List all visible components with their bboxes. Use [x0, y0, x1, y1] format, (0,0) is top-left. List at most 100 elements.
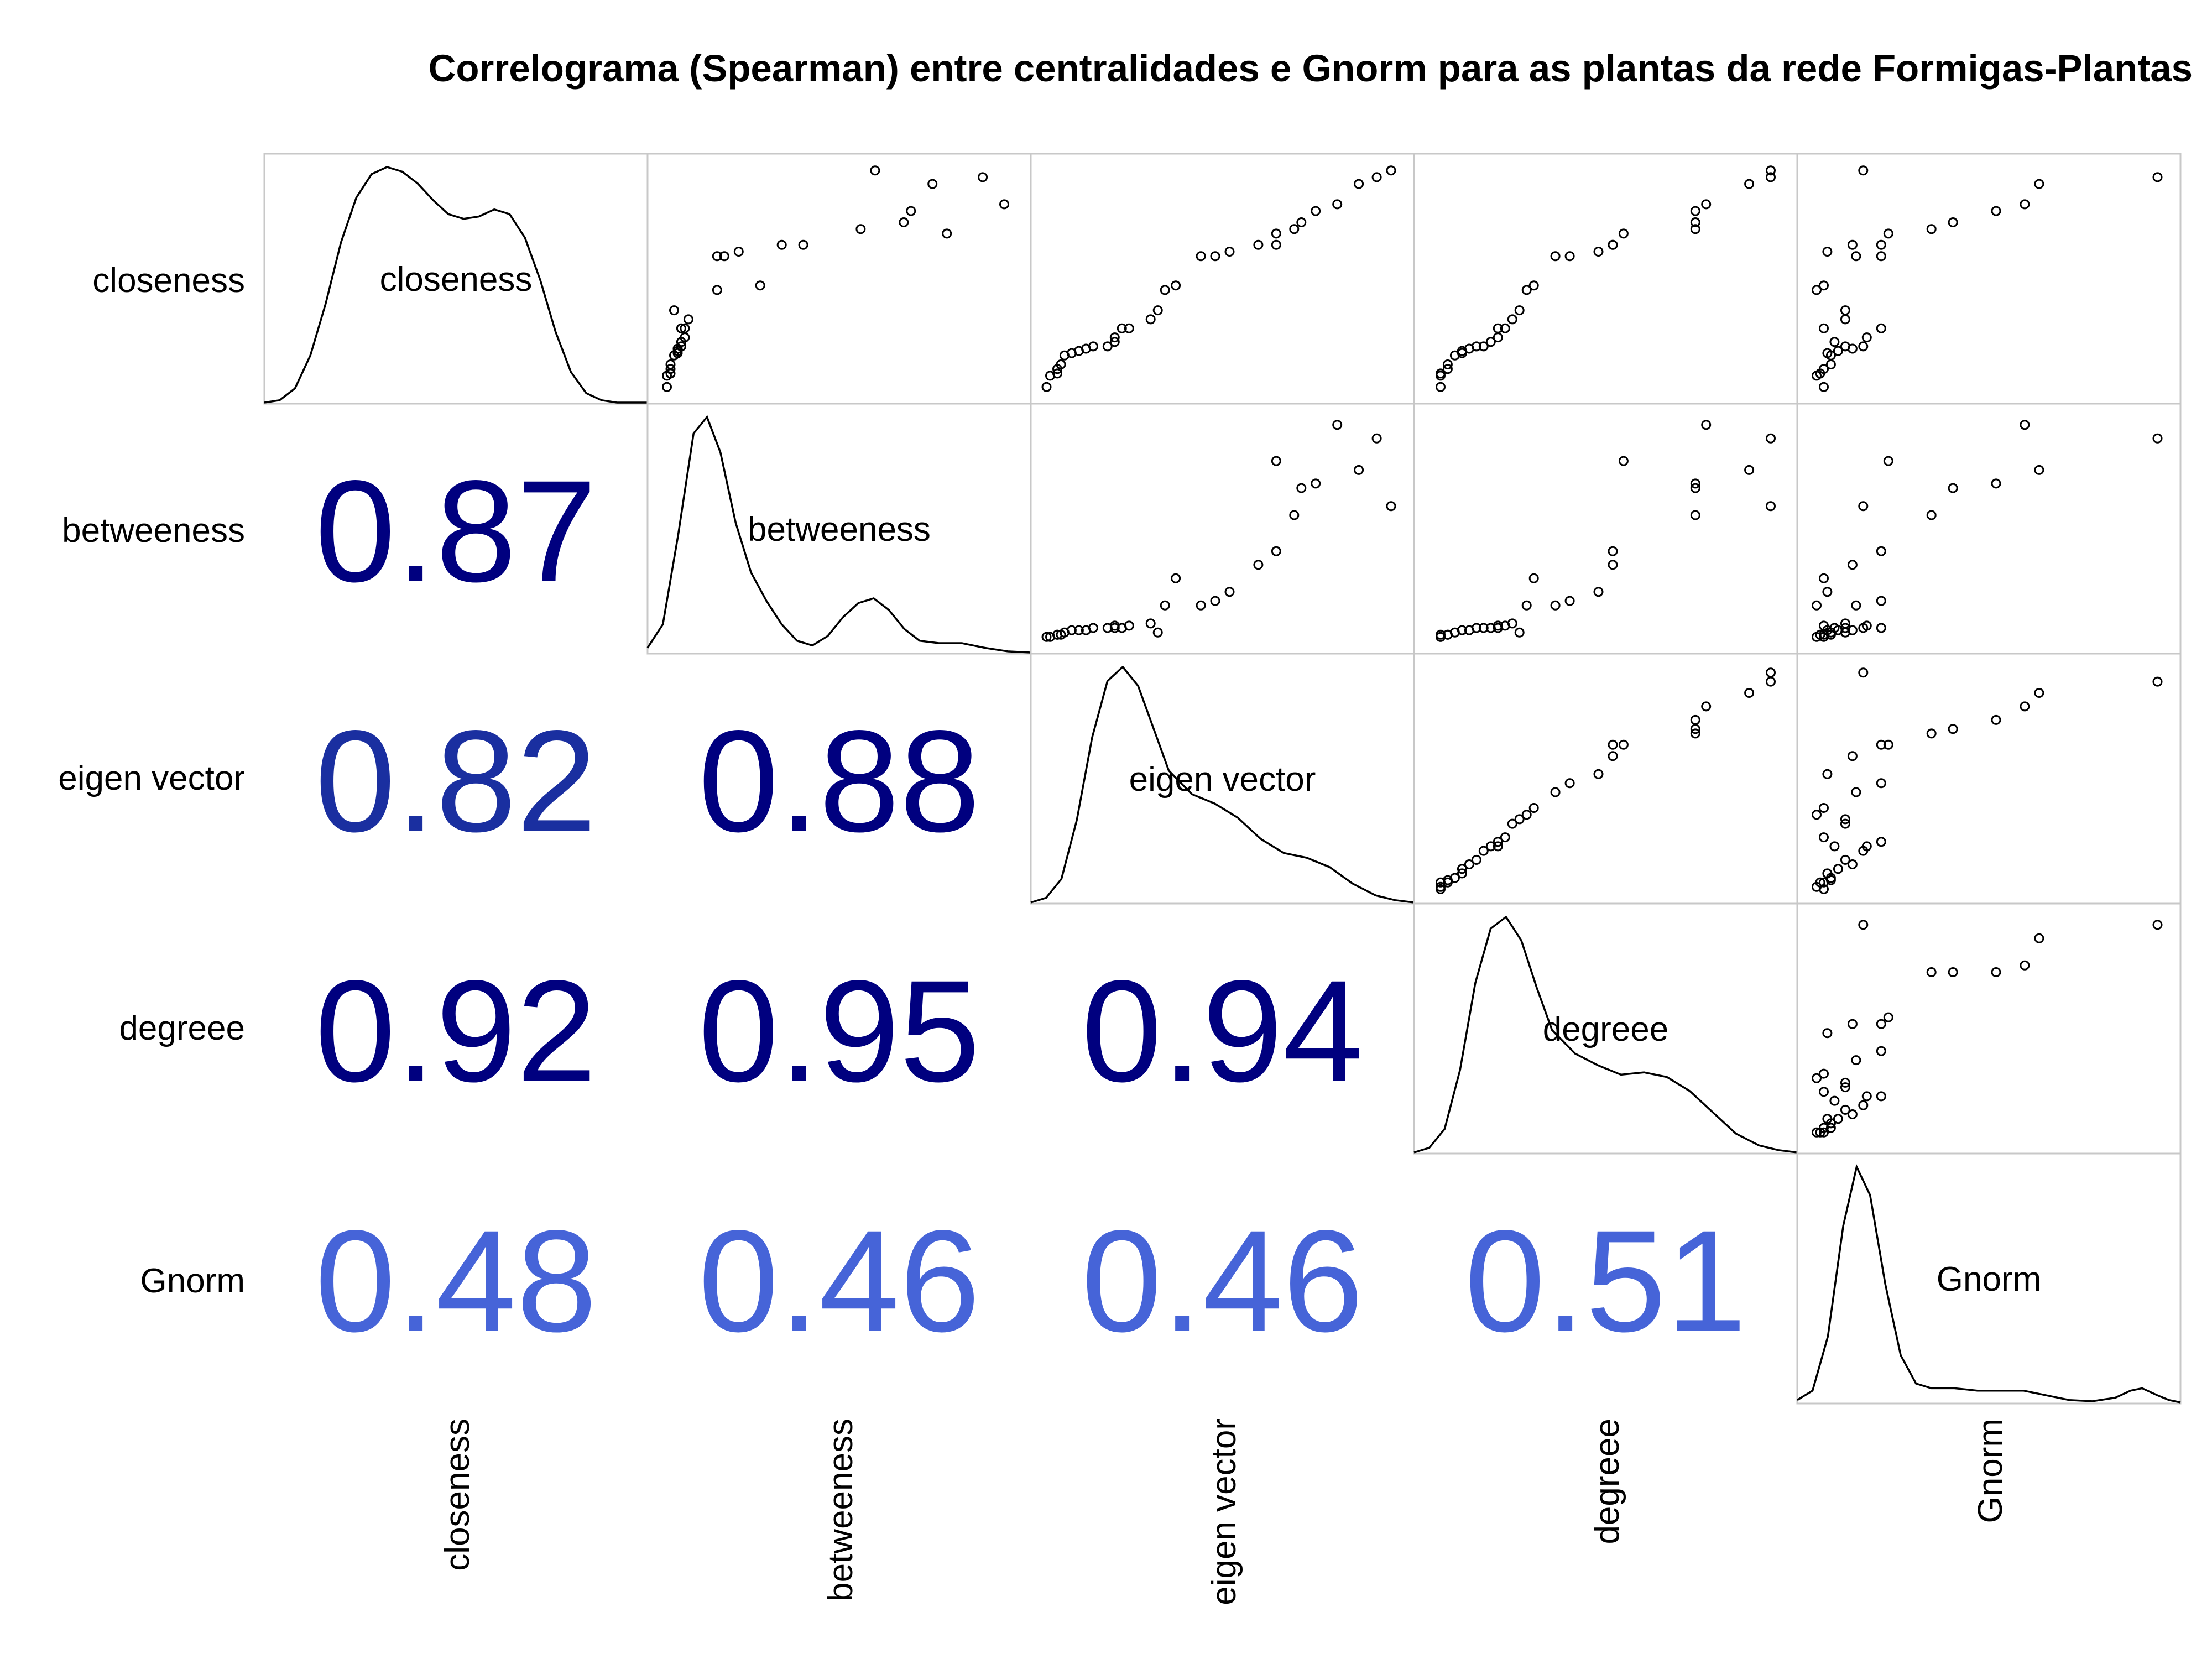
- scatter-point-closeness-eigen-vector: [1041, 382, 1052, 392]
- scatter-point-closeness-degreee: [1493, 323, 1503, 333]
- scatter-point-eigen-vector-gnorm: [1815, 877, 1825, 888]
- scatter-point-degreee-gnorm: [1858, 1100, 1869, 1110]
- scatter-point-betweeness-gnorm: [1812, 600, 1822, 611]
- scatter-point-eigen-vector-degreee: [1550, 787, 1561, 797]
- scatter-point-eigen-vector-degreee: [1521, 810, 1532, 820]
- scatter-point-closeness-degreee: [1521, 285, 1532, 295]
- scatter-point-eigen-vector-degreee: [1507, 818, 1517, 829]
- panel-grid: closeness 0.87 betweeness 0.82 0.88 eigen vec…: [263, 153, 2182, 1405]
- scatter-point-degreee-gnorm: [1819, 1127, 1829, 1138]
- scatter-point-closeness-gnorm: [1851, 251, 1861, 262]
- scatter-point-closeness-gnorm: [1840, 314, 1850, 325]
- scatter-point-closeness-degreee: [1478, 341, 1489, 352]
- scatter-point-degreee-gnorm: [1812, 1127, 1822, 1138]
- scatter-point-eigen-vector-degreee: [1593, 769, 1604, 779]
- scatter-point-closeness-betweeness: [676, 341, 686, 352]
- scatter-point-betweeness-degreee: [1690, 483, 1700, 493]
- scatter-point-closeness-eigen-vector: [1253, 239, 1264, 250]
- scatter-point-closeness-betweeness: [906, 206, 916, 216]
- scatter-point-eigen-vector-degreee: [1690, 714, 1700, 725]
- col-label-betweeness: betweeness: [822, 1418, 860, 1601]
- scatter-point-eigen-vector-gnorm: [2020, 701, 2030, 712]
- scatter-point-closeness-degreee: [1690, 224, 1700, 234]
- scatter-point-closeness-eigen-vector: [1088, 341, 1098, 352]
- scatter-point-closeness-eigen-vector: [1289, 224, 1300, 234]
- scatter-point-eigen-vector-gnorm: [1876, 778, 1886, 789]
- scatter-point-closeness-degreee: [1471, 341, 1481, 352]
- panel-frame-betweeness-gnorm: [1796, 403, 2182, 655]
- correlation-value-gnorm-eigen-vector: 0.46: [1082, 1200, 1364, 1362]
- scatter-point-degreee-gnorm: [1851, 1055, 1861, 1066]
- scatter-point-closeness-gnorm: [1819, 364, 1829, 374]
- scatter-point-closeness-eigen-vector: [1354, 179, 1364, 189]
- scatter-point-betweeness-eigen-vector: [1289, 510, 1300, 520]
- scatter-point-closeness-eigen-vector: [1386, 165, 1396, 176]
- scatter-point-closeness-gnorm: [1840, 341, 1850, 352]
- scatter-point-closeness-gnorm: [1948, 217, 1958, 227]
- scatter-point-degreee-gnorm: [1819, 1087, 1829, 1097]
- scatter-point-closeness-gnorm: [1822, 348, 1833, 358]
- scatter-point-degreee-gnorm: [1822, 1028, 1833, 1039]
- scatter-point-closeness-degreee: [1436, 382, 1446, 392]
- scatter-point-degreee-gnorm: [1833, 1114, 1843, 1124]
- diagonal-label-closeness: closeness: [380, 260, 533, 299]
- scatter-point-closeness-eigen-vector: [1109, 337, 1120, 347]
- scatter-point-closeness-degreee: [1514, 305, 1525, 316]
- scatter-point-degreee-gnorm: [1822, 1114, 1833, 1124]
- scatter-point-eigen-vector-degreee: [1500, 832, 1510, 843]
- scatter-point-closeness-eigen-vector: [1102, 341, 1113, 352]
- scatter-point-closeness-eigen-vector: [1332, 199, 1343, 210]
- scatter-point-betweeness-eigen-vector: [1160, 600, 1170, 611]
- scatter-point-eigen-vector-degreee: [1528, 803, 1539, 813]
- scatter-point-eigen-vector-degreee: [1564, 778, 1575, 789]
- correlation-value-degreee-eigen-vector: 0.94: [1082, 950, 1364, 1112]
- panel-frame-closeness-betweeness: [646, 153, 1032, 405]
- scatter-point-closeness-eigen-vector: [1160, 285, 1170, 295]
- scatter-point-betweeness-eigen-vector: [1210, 596, 1220, 606]
- scatter-point-betweeness-eigen-vector: [1073, 625, 1084, 635]
- scatter-point-closeness-eigen-vector: [1145, 314, 1156, 325]
- scatter-point-closeness-betweeness: [999, 199, 1009, 210]
- scatter-point-betweeness-eigen-vector: [1041, 632, 1052, 642]
- scatter-point-closeness-degreee: [1744, 179, 1755, 189]
- scatter-point-degreee-gnorm: [1876, 1019, 1886, 1029]
- scatter-point-betweeness-eigen-vector: [1224, 587, 1235, 597]
- scatter-point-closeness-eigen-vector: [1196, 251, 1206, 262]
- panel-frame-gnorm-gnorm: [1796, 1152, 2182, 1405]
- scatter-point-eigen-vector-degreee: [1618, 739, 1629, 750]
- scatter-point-betweeness-gnorm: [1876, 596, 1886, 606]
- scatter-point-closeness-betweeness: [942, 228, 952, 239]
- scatter-point-eigen-vector-gnorm: [1861, 841, 1872, 852]
- scatter-point-betweeness-eigen-vector: [1371, 433, 1382, 444]
- scatter-point-betweeness-degreee: [1766, 433, 1776, 444]
- scatter-point-eigen-vector-degreee: [1449, 873, 1460, 883]
- scatter-point-eigen-vector-gnorm: [1840, 814, 1850, 825]
- scatter-point-eigen-vector-gnorm: [1847, 859, 1858, 869]
- scatter-point-betweeness-gnorm: [1840, 627, 1850, 638]
- scatter-point-closeness-gnorm: [1822, 247, 1833, 257]
- density-curve-eigen-vector: [1030, 665, 1415, 904]
- scatter-point-closeness-betweeness: [665, 359, 676, 369]
- row-label-betweeness: betweeness: [62, 512, 245, 550]
- scatter-point-betweeness-degreee: [1701, 420, 1712, 430]
- scatter-point-betweeness-eigen-vector: [1088, 623, 1098, 633]
- scatter-point-closeness-gnorm: [1812, 285, 1822, 295]
- scatter-point-closeness-betweeness: [870, 165, 880, 176]
- scatter-point-betweeness-gnorm: [1822, 587, 1833, 597]
- scatter-point-closeness-eigen-vector: [1124, 323, 1134, 333]
- scatter-point-betweeness-degreee: [1436, 629, 1446, 640]
- scatter-point-eigen-vector-gnorm: [1819, 803, 1829, 813]
- scatter-point-closeness-degreee: [1550, 251, 1561, 262]
- scatter-point-closeness-betweeness: [733, 247, 744, 257]
- scatter-point-eigen-vector-degreee: [1690, 728, 1700, 739]
- scatter-point-closeness-gnorm: [2034, 179, 2044, 189]
- scatter-point-closeness-eigen-vector: [1152, 305, 1163, 316]
- scatter-point-eigen-vector-degreee: [1744, 688, 1755, 698]
- scatter-point-eigen-vector-degreee: [1514, 814, 1525, 825]
- scatter-point-closeness-eigen-vector: [1052, 368, 1062, 379]
- scatter-point-closeness-degreee: [1690, 206, 1700, 216]
- correlation-value-eigen-vector-closeness: 0.82: [315, 700, 597, 862]
- scatter-point-betweeness-gnorm: [2034, 465, 2044, 475]
- scatter-point-betweeness-gnorm: [1883, 456, 1893, 466]
- chart-title: Correlograma (Spearman) entre centralida…: [429, 47, 2193, 90]
